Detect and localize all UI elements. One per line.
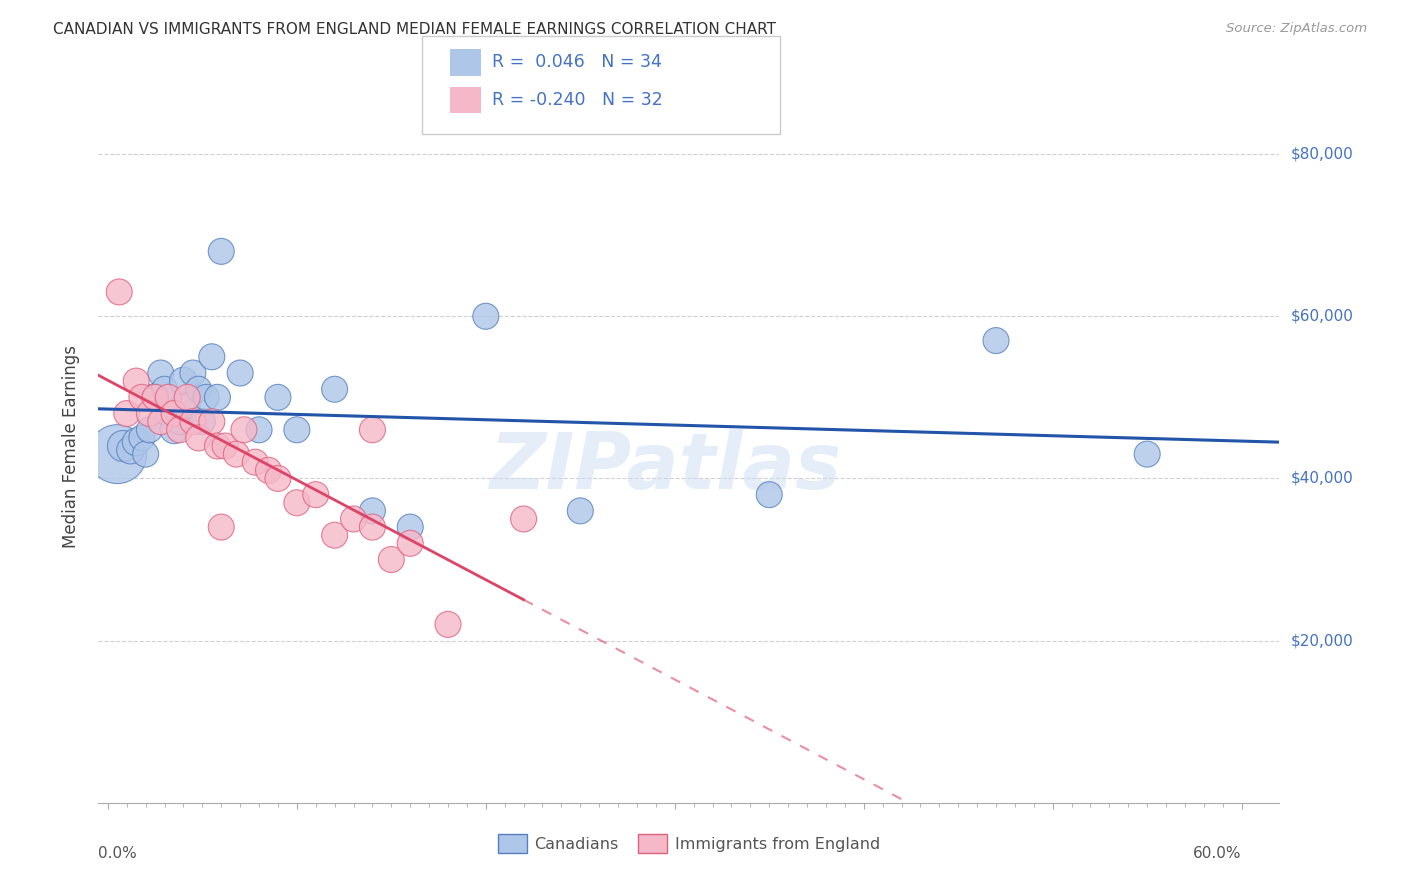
Point (163, 407, 186, 421)
Point (201, 350, 224, 364)
Point (267, 471, 290, 485)
Point (214, 439, 236, 453)
Point (135, 447, 157, 461)
Point (131, 390, 153, 404)
Point (172, 374, 194, 388)
Point (207, 390, 229, 404)
Point (245, 455, 267, 469)
Point (125, 434, 148, 449)
Point (181, 415, 204, 429)
Text: $80,000: $80,000 (1291, 146, 1354, 161)
Point (169, 415, 191, 429)
Point (437, 617, 460, 632)
Text: $60,000: $60,000 (1291, 309, 1354, 324)
Point (153, 382, 176, 396)
Point (257, 463, 280, 477)
Point (209, 520, 232, 534)
Point (285, 423, 308, 437)
Text: CANADIAN VS IMMIGRANTS FROM ENGLAND MEDIAN FEMALE EARNINGS CORRELATION CHART: CANADIAN VS IMMIGRANTS FROM ENGLAND MEDI… (53, 22, 776, 37)
Point (207, 439, 229, 453)
Point (187, 431, 209, 445)
Point (361, 520, 384, 534)
Point (342, 512, 364, 526)
Point (323, 528, 346, 542)
Point (475, 310, 498, 324)
Point (105, 447, 128, 461)
Point (225, 447, 247, 461)
Text: R =  0.046   N = 34: R = 0.046 N = 34 (492, 54, 662, 71)
Point (187, 382, 209, 396)
Point (143, 390, 166, 404)
Text: 0.0%: 0.0% (98, 846, 138, 861)
Point (399, 536, 422, 550)
Point (201, 415, 224, 429)
Point (131, 431, 153, 445)
Point (758, 488, 780, 502)
Point (247, 423, 270, 437)
Text: R = -0.240   N = 32: R = -0.240 N = 32 (492, 91, 662, 109)
Point (138, 407, 160, 421)
Point (176, 399, 198, 413)
Text: $40,000: $40,000 (1291, 471, 1354, 486)
Point (143, 390, 166, 404)
Point (108, 285, 131, 299)
Point (120, 443, 142, 458)
Point (195, 390, 218, 404)
Point (115, 407, 138, 421)
Y-axis label: Median Female Earnings: Median Female Earnings (62, 344, 80, 548)
Point (380, 552, 402, 566)
Point (1136, 447, 1159, 461)
Point (305, 488, 328, 502)
Point (149, 366, 172, 380)
Point (111, 439, 134, 453)
Point (191, 415, 214, 429)
Point (232, 423, 254, 437)
Point (125, 374, 148, 388)
Point (399, 520, 422, 534)
Point (163, 423, 186, 437)
Point (229, 366, 252, 380)
Text: 60.0%: 60.0% (1194, 846, 1241, 861)
Point (569, 504, 592, 518)
Point (984, 334, 1007, 348)
Point (149, 415, 172, 429)
Legend: Canadians, Immigrants from England: Canadians, Immigrants from England (492, 828, 886, 859)
Text: $20,000: $20,000 (1291, 633, 1354, 648)
Point (181, 366, 204, 380)
Point (267, 390, 290, 404)
Point (138, 423, 160, 437)
Point (157, 390, 180, 404)
Point (169, 423, 191, 437)
Text: Source: ZipAtlas.com: Source: ZipAtlas.com (1226, 22, 1367, 36)
Point (323, 382, 346, 396)
Text: ZIPatlas: ZIPatlas (489, 429, 841, 506)
Point (157, 407, 180, 421)
Point (176, 390, 198, 404)
Point (285, 496, 308, 510)
Point (512, 512, 534, 526)
Point (361, 423, 384, 437)
Point (361, 504, 384, 518)
Point (209, 244, 232, 259)
